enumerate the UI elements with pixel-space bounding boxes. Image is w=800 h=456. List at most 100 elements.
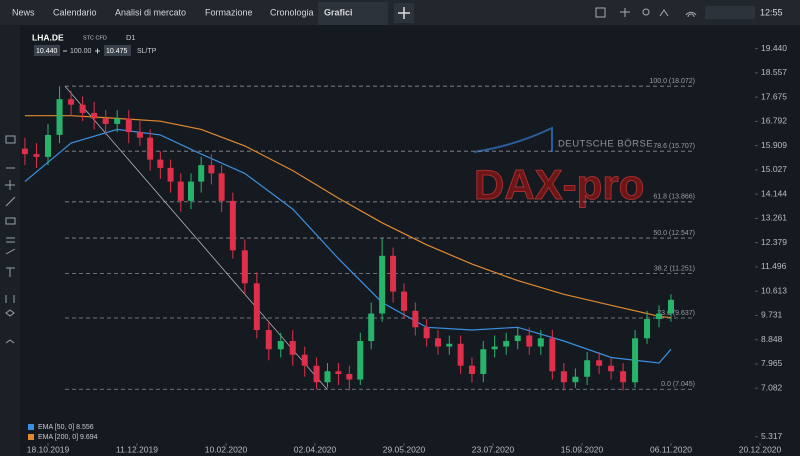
legend-value: 8.556 [76, 424, 94, 431]
bid-box[interactable] [34, 45, 60, 56]
candle-body [457, 343, 464, 366]
y-tick-label: 5.317 [761, 431, 783, 441]
candle-body [596, 360, 603, 366]
candle-body [514, 335, 521, 342]
candle-body [379, 255, 386, 314]
candle-body [572, 376, 579, 383]
y-tick-label: 11.496 [761, 261, 787, 271]
y-tick-label: 12.379 [761, 237, 787, 247]
candle-body [21, 148, 28, 155]
y-tick-label: 7.082 [761, 382, 783, 392]
y-tick-label: 18.557 [761, 67, 787, 77]
x-tick-label: 20.12.2020 [739, 444, 782, 454]
symbol: LHA.DE [32, 32, 64, 42]
ema-line [24, 128, 672, 364]
tab[interactable]: Grafici [324, 7, 353, 17]
candle-body [560, 371, 567, 383]
candle-body [620, 371, 627, 383]
candle-body [446, 343, 453, 347]
candle-body [480, 349, 487, 374]
tab[interactable]: Formazione [205, 7, 253, 17]
tab[interactable]: News [12, 7, 35, 17]
y-tick-label: 15.027 [761, 164, 787, 174]
tab[interactable]: Cronologia [270, 7, 314, 17]
volume[interactable]: 100.00 [70, 48, 92, 55]
legend-name: EMA [50, 0] [38, 424, 74, 431]
candle-body [368, 313, 375, 342]
watermark-swoosh [473, 126, 553, 153]
x-tick-label: 23.07.2020 [472, 444, 515, 454]
y-tick-label: 14.144 [761, 188, 787, 198]
legend-swatch [28, 434, 34, 440]
legend-entry: EMA [200, 0] 9.694 [38, 434, 98, 441]
legend-value: 9.694 [80, 434, 98, 441]
watermark-product: DAX-pro [474, 161, 644, 208]
fib-label: 78.6 (15.707) [653, 143, 695, 150]
y-tick-label: 19.440 [761, 43, 787, 53]
candle-body [390, 255, 397, 292]
stepper[interactable] [63, 48, 100, 54]
tab[interactable]: Analisi di mercato [115, 7, 186, 17]
candle-body [526, 335, 533, 347]
candle-body [632, 338, 639, 383]
candle-body [656, 313, 663, 320]
candle-body [277, 341, 284, 350]
fib-label: 0.0 (7.045) [661, 381, 695, 388]
candle-body [289, 341, 296, 355]
candle-body [136, 132, 143, 138]
candle-body [644, 319, 651, 339]
candle-body [33, 154, 40, 157]
candle-body [357, 341, 364, 380]
ask-box[interactable] [104, 45, 131, 56]
timeframe[interactable]: D1 [126, 33, 136, 42]
bid: 10.440 [36, 48, 58, 55]
y-tick-label: 16.792 [761, 116, 787, 126]
trend-line [64, 85, 328, 390]
candle-body [91, 112, 98, 119]
account-box [705, 6, 755, 19]
candle-body [229, 200, 236, 251]
candle-body [537, 338, 544, 347]
y-tick-label: 13.261 [761, 213, 787, 223]
candle-body [167, 167, 174, 182]
tab[interactable]: Calendario [53, 7, 97, 17]
candle-body [198, 165, 205, 182]
candle-body [114, 118, 121, 124]
tool-icons [5, 135, 16, 344]
legend-entry: EMA [50, 0] 8.556 [38, 424, 94, 431]
candle-body [491, 346, 498, 350]
candle-body [147, 137, 154, 160]
sl-tp[interactable]: SL/TP [137, 48, 157, 55]
fib-label: 50.0 (12.547) [653, 230, 695, 237]
candle-body [468, 365, 475, 374]
x-tick-label: 11.12.2019 [116, 444, 158, 454]
x-tick-label: 06.11.2020 [650, 444, 692, 454]
candle-body [608, 365, 615, 372]
plus-icon [398, 7, 410, 19]
legend-swatch [28, 424, 34, 430]
fib-label: 61.8 (13.866) [653, 194, 695, 201]
candle-body [335, 371, 342, 374]
y-tick-label: 9.731 [761, 310, 783, 320]
x-tick-label: 15.09.2020 [561, 444, 604, 454]
y-tick-label: 10.613 [761, 285, 787, 295]
fib-label: 23.6 (9.637) [657, 310, 695, 317]
candle-body [208, 165, 215, 174]
candle-body [45, 134, 51, 157]
x-tick-label: 10.02.2020 [205, 444, 248, 454]
candle-body [157, 159, 164, 168]
candle-body [401, 291, 407, 311]
active-tab[interactable] [318, 2, 388, 25]
candle-body [584, 360, 591, 377]
candle-body [79, 104, 86, 113]
x-tick-label: 18.10.2019 [27, 444, 70, 454]
y-tick-label: 15.909 [761, 140, 787, 150]
candle-body [668, 299, 674, 314]
candle-body [241, 250, 248, 284]
candle-body [253, 283, 260, 331]
instrument: STC CFD [83, 35, 107, 41]
y-tick-label: 7.965 [761, 358, 783, 368]
candle-body [346, 373, 353, 380]
candle-body [412, 310, 419, 328]
x-tick-label: 02.04.2020 [294, 444, 337, 454]
